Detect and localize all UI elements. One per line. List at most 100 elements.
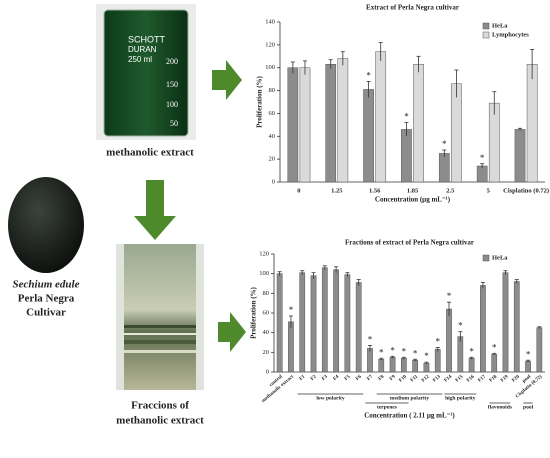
beaker-grad: 200 <box>166 57 178 66</box>
y-axis-label: Proliferation (%) <box>256 75 264 127</box>
significance: * <box>492 342 497 352</box>
x-tick-label: F11 <box>410 374 420 383</box>
bar <box>400 357 407 373</box>
bar <box>276 273 283 373</box>
y-axis-label: Proliferation (%) <box>250 286 258 338</box>
legend-swatch <box>482 31 490 39</box>
significance: * <box>404 112 409 122</box>
cultivar: Perla Negra <box>18 293 75 305</box>
bar <box>363 89 374 183</box>
y-tick-label: 120 <box>265 41 275 48</box>
bar <box>344 274 351 373</box>
bar <box>502 272 509 373</box>
beaker-grad: 50 <box>170 119 178 128</box>
x-tick-label: 1.85 <box>407 187 419 194</box>
beaker-grad: 150 <box>166 80 178 89</box>
fruit-photo <box>8 177 84 273</box>
y-tick-label: 0 <box>266 368 269 375</box>
legend-label: HeLa <box>492 22 508 29</box>
group-label: flavonoids <box>488 404 512 410</box>
y-tick-label: 20 <box>263 349 270 356</box>
x-tick-label: 0 <box>297 187 300 194</box>
x-tick-label: F3 <box>321 374 329 382</box>
x-tick-label: 1.25 <box>331 187 343 194</box>
group-label: high polarity <box>445 395 476 401</box>
significance: * <box>458 321 463 331</box>
arrow <box>218 312 246 352</box>
x-tick-label: pool <box>522 374 533 384</box>
legend-label: Lymphocytes <box>492 31 529 38</box>
y-tick-label: 80 <box>263 290 270 297</box>
significance: * <box>289 305 294 315</box>
y-tick-label: 0 <box>272 178 275 185</box>
bar <box>423 362 430 373</box>
caption: methanolic extract <box>106 147 194 159</box>
bar <box>413 64 424 183</box>
bar <box>480 285 486 373</box>
x-tick-label: F19 <box>500 374 510 383</box>
group-label: medium polarity <box>390 395 430 401</box>
y-tick-label: 60 <box>269 110 276 117</box>
chart-title: Fractions of extract of Perla Negra cult… <box>345 239 474 247</box>
x-tick-label: F1 <box>299 374 307 382</box>
bar <box>333 269 339 373</box>
x-tick-label: 5 <box>487 187 491 194</box>
species: Sechium edule <box>13 279 80 291</box>
bar <box>401 129 412 183</box>
group-label: low polarity <box>316 395 345 401</box>
significance: * <box>402 346 407 356</box>
bar <box>288 321 294 373</box>
significance: * <box>435 336 440 346</box>
group-label: pool <box>523 404 534 410</box>
bar <box>514 129 526 183</box>
caption: Fraccions of <box>131 400 189 412</box>
significance: * <box>366 70 371 80</box>
bar <box>491 354 498 373</box>
y-tick-label: 100 <box>259 270 269 277</box>
bar <box>468 357 475 373</box>
group-label: terpenes <box>377 404 397 410</box>
bar <box>513 281 520 373</box>
chart-title: Extract of Perla Negra cultivar <box>366 4 459 12</box>
bar <box>287 67 299 183</box>
significance: * <box>469 346 474 356</box>
bar <box>389 357 396 373</box>
x-tick-label: F14 <box>444 374 454 383</box>
y-tick-label: 140 <box>265 18 275 25</box>
beaker-text: DURAN <box>128 45 157 54</box>
x-tick-label: F8 <box>378 374 386 382</box>
bar <box>451 83 462 183</box>
x-tick-label: 1.56 <box>369 187 381 194</box>
bar <box>299 272 306 373</box>
y-tick-label: 60 <box>263 309 270 316</box>
x-tick-label: 2.5 <box>446 187 455 194</box>
x-tick-label: F20 <box>511 374 521 383</box>
y-tick-label: 40 <box>263 329 270 336</box>
x-tick-label: F18 <box>489 374 499 383</box>
x-tick-label: F13 <box>432 374 442 383</box>
beaker-grad: 100 <box>166 100 178 109</box>
bar <box>325 64 337 183</box>
significance: * <box>442 139 447 149</box>
significance: * <box>424 351 429 361</box>
y-tick-label: 20 <box>269 156 276 163</box>
bar <box>378 358 385 373</box>
x-tick-label: F5 <box>344 374 352 382</box>
x-tick-label: F17 <box>478 374 488 383</box>
bar <box>367 348 373 373</box>
bar <box>321 267 328 373</box>
y-tick-label: 80 <box>269 87 276 94</box>
caption: methanolic extract <box>116 415 204 427</box>
arrow <box>134 180 176 240</box>
x-axis-label: Concentration ( 2.11 µg mL⁻¹) <box>364 412 455 420</box>
bar <box>310 275 317 373</box>
bar <box>525 360 531 373</box>
bar <box>299 67 311 183</box>
cultivar: Cultivar <box>26 307 66 319</box>
bar <box>434 349 441 373</box>
beaker-text: 250 ml <box>128 55 152 64</box>
bar <box>476 165 488 183</box>
y-tick-label: 120 <box>259 250 269 257</box>
x-tick-label: F12 <box>421 374 431 383</box>
